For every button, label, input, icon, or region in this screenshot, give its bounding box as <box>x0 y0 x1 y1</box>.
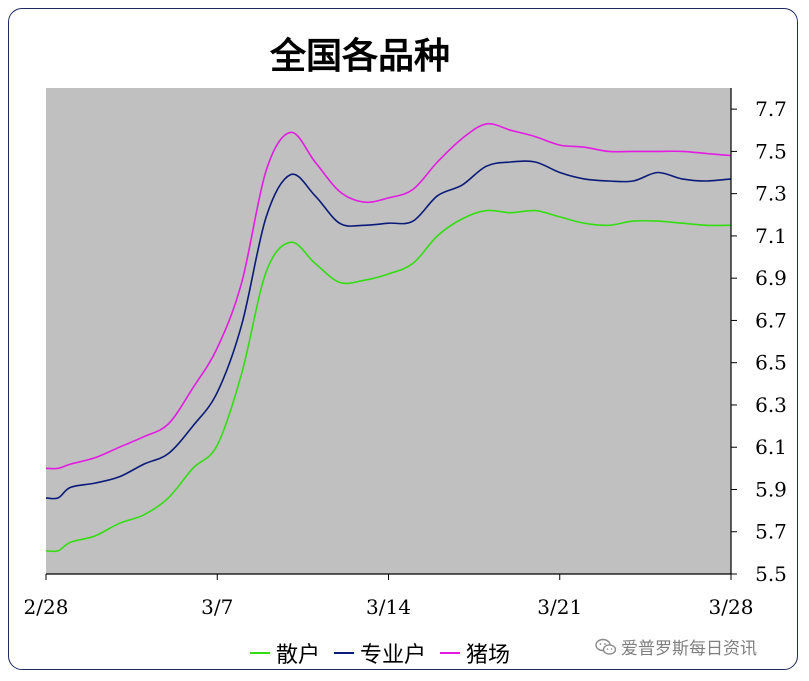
y-tick-label: 6.3 <box>755 393 787 417</box>
y-tick-label: 5.9 <box>755 477 787 501</box>
y-tick-label: 7.1 <box>755 224 787 248</box>
chart-frame <box>8 8 798 670</box>
legend-label: 专业户 <box>360 643 427 668</box>
y-tick-label: 5.5 <box>755 562 787 586</box>
series-line-2 <box>45 122 732 470</box>
watermark: 爱普罗斯每日资讯 <box>595 634 757 659</box>
plot-area <box>46 88 731 574</box>
legend-item: 散户 <box>250 637 320 669</box>
series-line-0 <box>45 209 732 553</box>
x-tick-label: 3/21 <box>537 595 582 619</box>
y-tick-label: 6.9 <box>755 266 787 290</box>
legend: 散户 专业户 猪场 <box>250 637 524 669</box>
x-tick-label: 3/14 <box>366 595 411 619</box>
series-line-1 <box>45 160 732 500</box>
legend-swatch <box>334 652 355 654</box>
y-tick-label: 6.7 <box>755 308 787 332</box>
legend-item: 专业户 <box>334 637 426 669</box>
chart-title: 全国各品种 <box>269 35 450 77</box>
legend-swatch <box>440 652 461 654</box>
wechat-icon <box>595 638 617 655</box>
x-tick-label: 2/28 <box>24 595 69 619</box>
axis-layer: 2/28 3/7 3/14 3/21 3/285.5 5.7 5.9 6.1 6.3 6.5 6.7… <box>24 88 787 619</box>
y-tick-label: 7.7 <box>755 97 787 121</box>
x-tick-label: 3/7 <box>201 595 233 619</box>
y-tick-label: 7.5 <box>755 139 787 163</box>
y-tick-label: 6.1 <box>755 435 787 459</box>
series-layer <box>45 122 732 553</box>
y-tick-label: 7.3 <box>755 182 787 206</box>
legend-label: 猪场 <box>466 643 511 668</box>
legend-swatch <box>250 652 270 654</box>
legend-label: 散户 <box>276 643 321 668</box>
legend-item: 猪场 <box>440 637 510 669</box>
x-tick-label: 3/28 <box>709 595 754 619</box>
y-tick-label: 5.7 <box>755 520 787 544</box>
y-tick-label: 6.5 <box>755 351 787 375</box>
watermark-text: 爱普罗斯每日资讯 <box>621 639 757 659</box>
